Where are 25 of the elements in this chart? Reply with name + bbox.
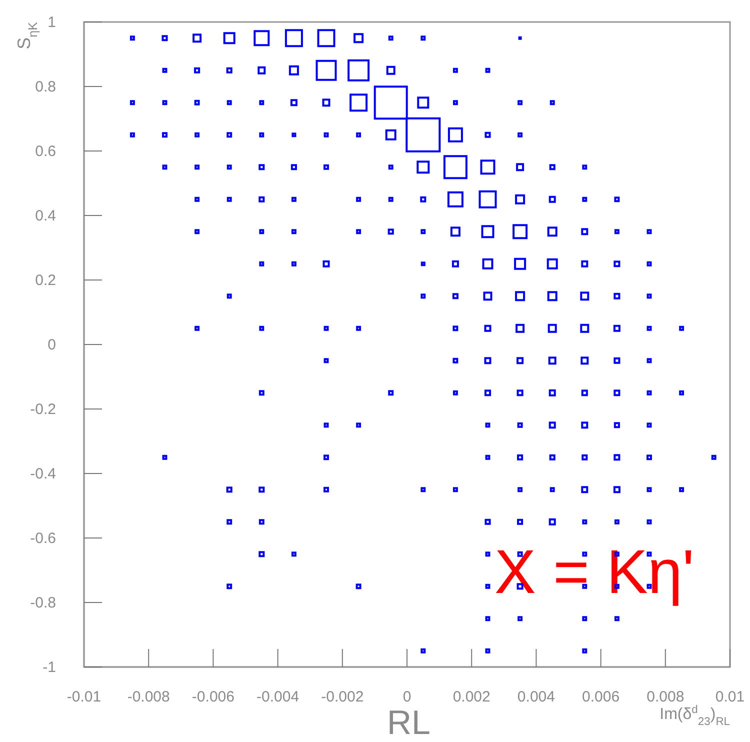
y-tick-label: -1 bbox=[42, 658, 56, 676]
x-tick-label: 0.01 bbox=[715, 688, 745, 706]
y-tick-label: 0.6 bbox=[35, 142, 56, 160]
x-tick-label: -0.002 bbox=[321, 688, 364, 706]
x-tick-label: -0.004 bbox=[256, 688, 300, 706]
x-tick-label: 0 bbox=[402, 688, 412, 706]
x-tick-label: -0.008 bbox=[127, 688, 170, 706]
x-tick-label: 0.006 bbox=[582, 688, 620, 706]
y-tick-label: 0.8 bbox=[35, 78, 56, 96]
x-tick-label: 0.004 bbox=[517, 688, 555, 706]
y-tick-label: 0.2 bbox=[35, 272, 56, 289]
text: RL bbox=[387, 704, 430, 742]
x-axis-title: Im(δ$^{d}$$_{23}$)$_{RL}$ bbox=[660, 704, 730, 728]
x-tick-label: -0.006 bbox=[192, 688, 234, 706]
y-tick-label: -0.6 bbox=[30, 530, 56, 547]
x-tick-label: 0.008 bbox=[646, 688, 684, 706]
y-tick-label: -0.8 bbox=[30, 594, 56, 612]
y-tick-label: 1 bbox=[48, 14, 56, 31]
y-tick-label: -0.4 bbox=[30, 465, 56, 482]
annotation: X = Kη' bbox=[494, 538, 694, 608]
y-tick-label: -0.2 bbox=[30, 400, 56, 418]
x-tick-label: -0.01 bbox=[66, 688, 102, 706]
y-tick-label: 0.4 bbox=[35, 207, 56, 224]
x-tick-label: 0.002 bbox=[452, 688, 490, 706]
y-tick-label: 0 bbox=[48, 336, 56, 354]
